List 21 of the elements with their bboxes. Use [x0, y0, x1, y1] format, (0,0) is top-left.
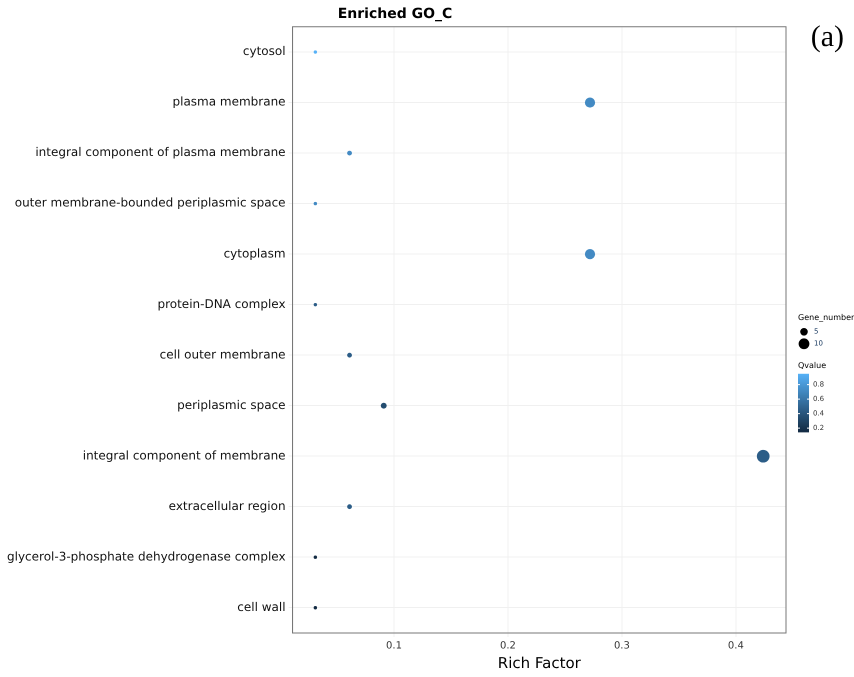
- x-tick-label: 0.2: [500, 640, 516, 652]
- color-bar-title: Qvalue: [798, 360, 826, 370]
- x-axis-title: Rich Factor: [498, 654, 582, 672]
- y-tick-label: glycerol-3-phosphate dehydrogenase complex: [6, 549, 286, 564]
- text: (a): [810, 20, 844, 54]
- y-tick-label: extracellular region: [168, 498, 286, 513]
- y-tick-label: plasma membrane: [172, 94, 286, 109]
- x-tick-label: 0.4: [728, 640, 744, 652]
- x-tick-label: 0.3: [614, 640, 630, 652]
- y-tick-label: cytosol: [242, 44, 286, 58]
- chart-title: Enriched GO_C: [338, 6, 452, 22]
- y-tick-label: cell outer membrane: [160, 347, 286, 362]
- y-tick-label: protein-DNA complex: [157, 296, 286, 311]
- x-tick-label: 0.1: [386, 640, 402, 652]
- y-tick-label: outer membrane-bounded periplasmic space: [14, 196, 286, 210]
- y-tick-label: integral component of plasma membrane: [35, 145, 286, 160]
- y-tick-label: cytoplasm: [224, 246, 286, 260]
- y-tick-label: integral component of membrane: [82, 448, 286, 462]
- y-tick-label: periplasmic space: [177, 398, 286, 412]
- legend-title: Gene_number: [798, 312, 854, 322]
- y-tick-label: cell wall: [237, 600, 286, 614]
